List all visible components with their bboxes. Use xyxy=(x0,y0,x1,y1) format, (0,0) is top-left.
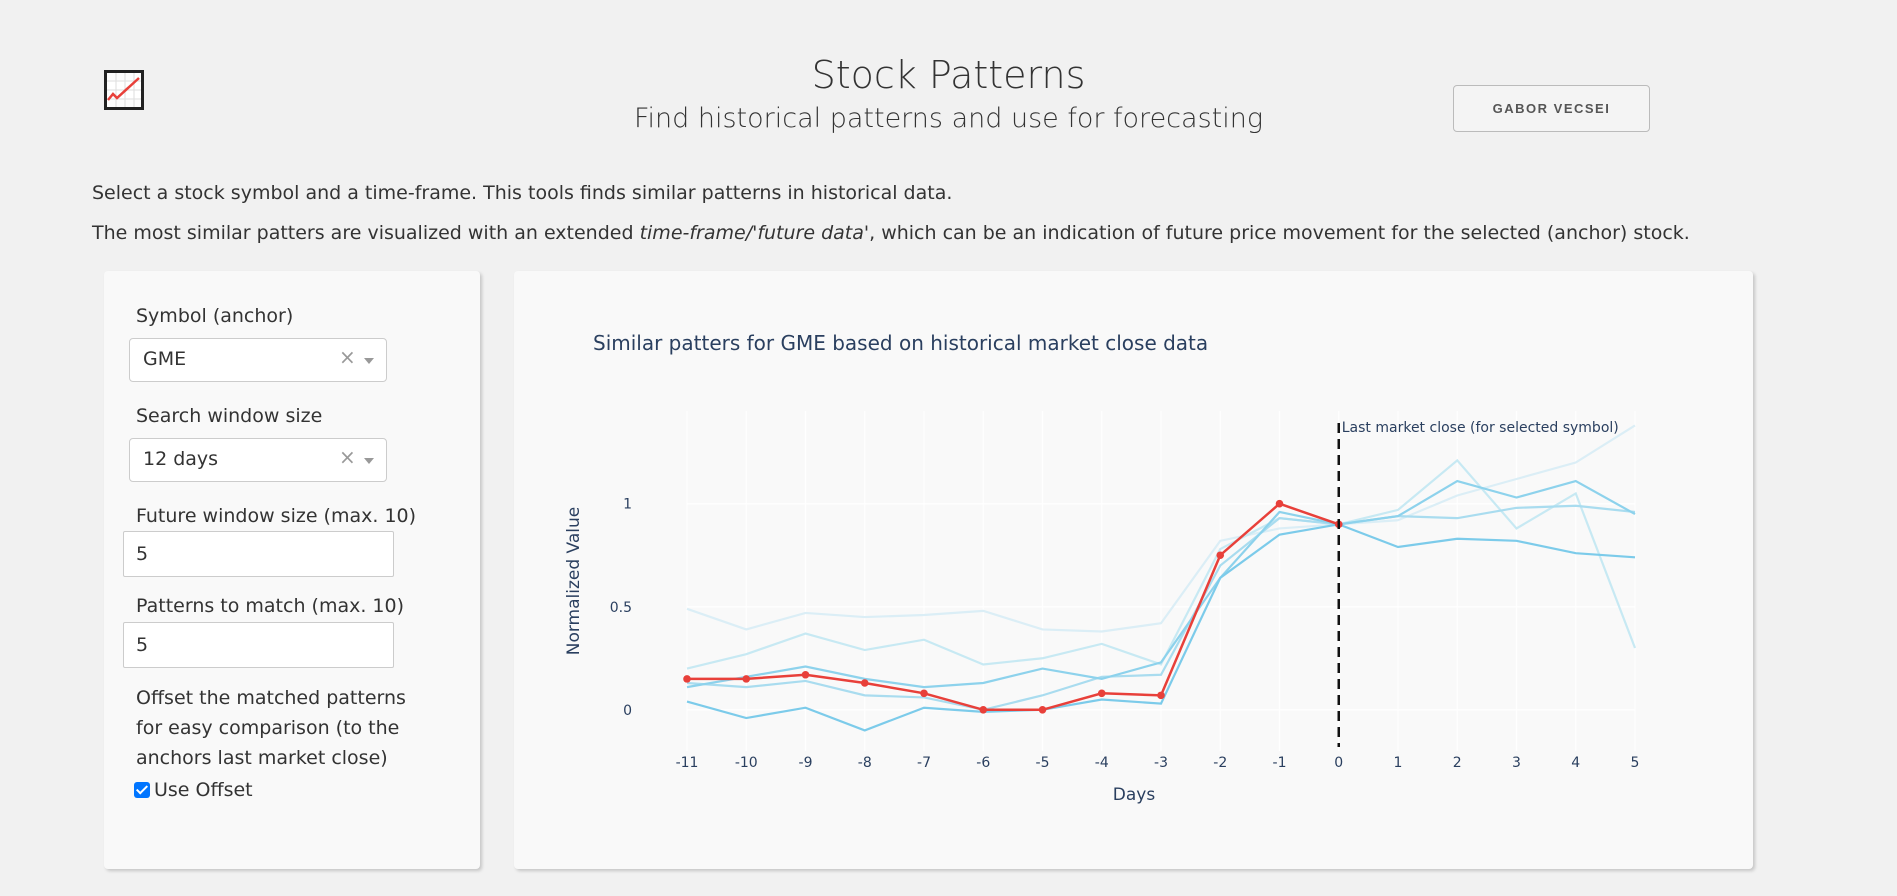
clear-icon[interactable]: × xyxy=(339,345,356,369)
pattern-series-line xyxy=(686,424,1636,633)
anchor-point xyxy=(1097,689,1106,698)
anchor-point xyxy=(1216,551,1225,560)
page-title: Stock Patterns xyxy=(811,53,1086,97)
intro-text-2-emphasis: time-frame/'future data' xyxy=(639,222,870,244)
pattern-series-line xyxy=(686,479,1636,689)
intro-text: Select a stock symbol and a time-frame. … xyxy=(92,182,953,204)
page-subtitle: Find historical patterns and use for for… xyxy=(633,103,1264,134)
x-tick-label: -7 xyxy=(917,755,931,771)
window-size-value: 12 days xyxy=(143,448,219,470)
chevron-down-icon[interactable] xyxy=(364,458,374,464)
chart-title: Similar patters for GME based on histori… xyxy=(593,331,1208,355)
x-tick-label: -9 xyxy=(799,755,813,771)
chevron-down-icon[interactable] xyxy=(364,358,374,364)
x-tick-label: -5 xyxy=(1036,755,1050,771)
intro-text-2-suffix: , which can be an indication of future p… xyxy=(869,222,1690,244)
anchor-point xyxy=(920,689,928,698)
x-tick-label: -1 xyxy=(1273,755,1287,771)
anchor-point xyxy=(860,679,869,687)
symbol-value: GME xyxy=(143,348,187,370)
x-tick-label: -8 xyxy=(858,755,872,771)
anchor-series-line xyxy=(687,502,1340,712)
intro-text-2: The most similar patters are visualized … xyxy=(92,220,1690,246)
x-axis-title: Days xyxy=(1113,785,1156,805)
clear-icon[interactable]: × xyxy=(339,445,356,469)
use-offset-checkbox[interactable] xyxy=(134,782,150,798)
pattern-series-line xyxy=(686,523,1636,732)
x-tick-label: 5 xyxy=(1631,755,1640,771)
symbol-dropdown[interactable]: GME × xyxy=(129,338,387,382)
symbol-label: Symbol (anchor) xyxy=(136,305,294,327)
anchor-point xyxy=(1038,705,1047,714)
y-axis-title: Normalized Value xyxy=(564,507,584,656)
window-size-dropdown[interactable]: 12 days × xyxy=(129,438,387,482)
patterns-input[interactable] xyxy=(123,622,394,668)
x-tick-label: -10 xyxy=(735,755,758,771)
last-close-annotation: Last market close (for selected symbol) xyxy=(1342,420,1619,436)
x-tick-label: -4 xyxy=(1095,755,1109,771)
x-tick-label: 1 xyxy=(1394,755,1403,771)
y-tick-label: 0.5 xyxy=(610,600,632,616)
use-offset-row[interactable]: Use Offset xyxy=(134,779,253,801)
anchor-point xyxy=(683,675,691,683)
patterns-label: Patterns to match (max. 10) xyxy=(136,595,405,617)
author-button[interactable]: GABOR VECSEI xyxy=(1453,85,1650,132)
x-tick-label: -3 xyxy=(1154,755,1168,771)
anchor-point xyxy=(801,670,810,679)
anchor-point xyxy=(742,675,751,683)
x-tick-label: 4 xyxy=(1571,755,1580,771)
x-tick-label: 2 xyxy=(1453,755,1462,771)
chart-line-icon xyxy=(104,70,144,110)
anchor-point xyxy=(979,705,988,714)
intro-text-2-prefix: The most similar patters are visualized … xyxy=(92,222,640,244)
offset-description: Offset the matched patterns for easy com… xyxy=(136,687,406,769)
x-tick-label: -2 xyxy=(1213,755,1227,771)
window-size-label: Search window size xyxy=(136,405,323,427)
x-tick-label: 3 xyxy=(1512,755,1521,771)
pattern-chart: Similar patters for GME based on histori… xyxy=(564,331,1640,805)
anchor-point xyxy=(1157,691,1165,700)
pattern-series-line xyxy=(686,504,1636,711)
use-offset-label: Use Offset xyxy=(154,779,253,801)
future-window-label: Future window size (max. 10) xyxy=(136,505,417,527)
future-window-input[interactable] xyxy=(123,531,394,577)
y-tick-label: 1 xyxy=(623,497,632,513)
x-tick-label: -6 xyxy=(976,755,990,771)
y-tick-label: 0 xyxy=(623,703,632,719)
pattern-series-line xyxy=(686,458,1637,670)
anchor-point xyxy=(1275,499,1284,508)
chart-panel xyxy=(514,271,1753,869)
x-tick-label: -11 xyxy=(676,755,699,771)
x-tick-label: 0 xyxy=(1334,755,1343,771)
